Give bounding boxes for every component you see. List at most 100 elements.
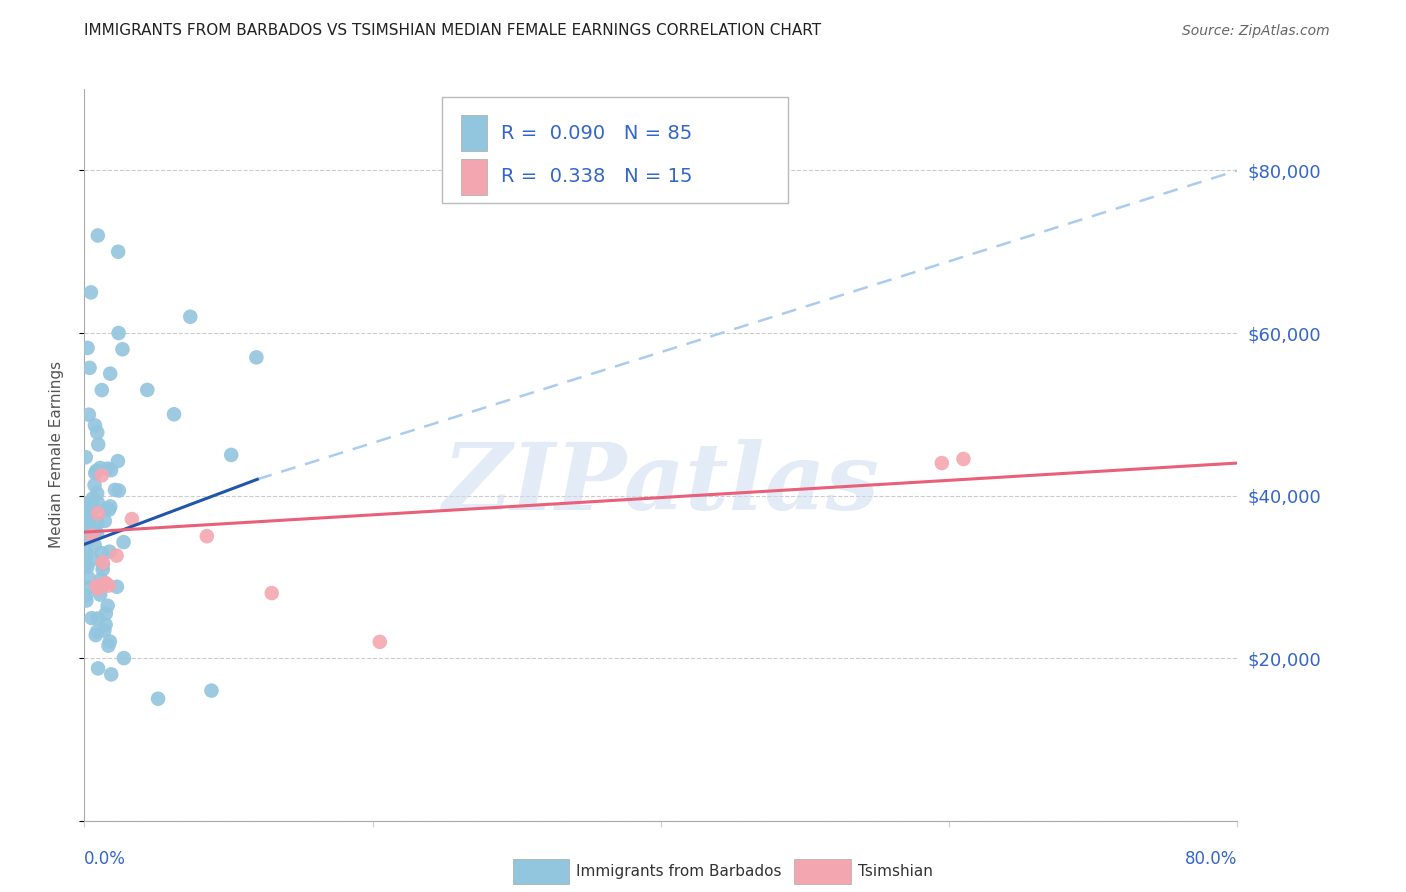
Point	[75, 549, 97, 564]
Point	[98, 634, 121, 648]
Point	[98, 500, 121, 514]
Point	[91, 556, 114, 570]
FancyBboxPatch shape	[441, 96, 787, 202]
Point	[89, 461, 111, 475]
Point	[75, 588, 97, 602]
Point	[136, 383, 159, 397]
Point	[76, 559, 98, 574]
Point	[97, 578, 120, 592]
Point	[82, 529, 104, 543]
Point	[79, 500, 101, 514]
Point	[77, 571, 100, 585]
Point	[86, 516, 108, 530]
Point	[91, 562, 114, 576]
Bar	[461, 159, 486, 195]
Point	[111, 343, 134, 357]
Point	[98, 544, 121, 558]
Point	[76, 521, 98, 535]
Point	[79, 360, 101, 375]
Text: 0.0%: 0.0%	[84, 850, 127, 868]
Point	[87, 228, 110, 243]
Point	[94, 617, 117, 632]
Point	[952, 452, 974, 467]
Point	[80, 499, 103, 513]
Point	[91, 578, 114, 592]
Point	[87, 661, 110, 675]
Point	[105, 580, 128, 594]
Point	[146, 691, 169, 706]
Point	[82, 551, 104, 566]
Point	[108, 483, 131, 498]
Point	[97, 599, 120, 613]
Point	[107, 454, 129, 468]
Point	[83, 538, 105, 552]
Point	[94, 607, 117, 621]
Point	[163, 407, 186, 421]
Point	[76, 533, 98, 547]
Point	[245, 351, 267, 365]
Point	[90, 573, 112, 587]
Point	[368, 635, 391, 649]
Point	[84, 628, 107, 642]
Point	[86, 579, 108, 593]
Point	[76, 341, 98, 355]
Point	[200, 683, 222, 698]
Point	[75, 508, 97, 522]
Point	[100, 667, 122, 681]
Text: IMMIGRANTS FROM BARBADOS VS TSIMSHIAN MEDIAN FEMALE EARNINGS CORRELATION CHART: IMMIGRANTS FROM BARBADOS VS TSIMSHIAN ME…	[84, 23, 821, 38]
Point	[86, 425, 108, 440]
Y-axis label: Median Female Earnings: Median Female Earnings	[49, 361, 63, 549]
Point	[107, 326, 129, 340]
Point	[87, 582, 110, 596]
Point	[77, 502, 100, 516]
Point	[87, 496, 110, 510]
Point	[76, 523, 98, 537]
Point	[219, 448, 242, 462]
Point	[76, 516, 98, 531]
Point	[121, 512, 143, 526]
Point	[87, 611, 110, 625]
Point	[86, 486, 108, 500]
Point	[75, 558, 97, 572]
Point	[195, 529, 218, 543]
Point	[82, 491, 104, 506]
Point	[97, 502, 120, 516]
Point	[86, 624, 108, 639]
Point	[107, 244, 129, 259]
Point	[97, 639, 120, 653]
Text: ZIPatlas: ZIPatlas	[443, 439, 879, 529]
Point	[93, 624, 115, 638]
Point	[96, 502, 118, 516]
Point	[84, 418, 107, 433]
Point	[76, 508, 98, 523]
Point	[112, 651, 135, 665]
Point	[112, 535, 135, 549]
Point	[86, 526, 108, 541]
Point	[75, 504, 97, 518]
Text: Source: ZipAtlas.com: Source: ZipAtlas.com	[1182, 24, 1330, 38]
Point	[90, 546, 112, 560]
Point	[75, 545, 97, 559]
Point	[94, 514, 117, 528]
Text: Tsimshian: Tsimshian	[858, 864, 932, 879]
Point	[82, 502, 104, 516]
Point	[75, 450, 97, 465]
Point	[94, 576, 117, 591]
Point	[77, 580, 100, 594]
Point	[89, 588, 111, 602]
Point	[84, 464, 107, 478]
Point	[97, 461, 120, 475]
Point	[98, 367, 121, 381]
Point	[75, 593, 97, 607]
Point	[87, 437, 110, 451]
Bar	[461, 115, 486, 152]
Point	[90, 383, 112, 397]
Point	[90, 468, 112, 483]
Point	[80, 611, 103, 625]
Point	[76, 497, 98, 511]
Text: Immigrants from Barbados: Immigrants from Barbados	[576, 864, 782, 879]
Text: R =  0.090   N = 85: R = 0.090 N = 85	[501, 124, 692, 143]
Point	[83, 478, 105, 492]
Point	[931, 456, 953, 470]
Point	[77, 408, 100, 422]
